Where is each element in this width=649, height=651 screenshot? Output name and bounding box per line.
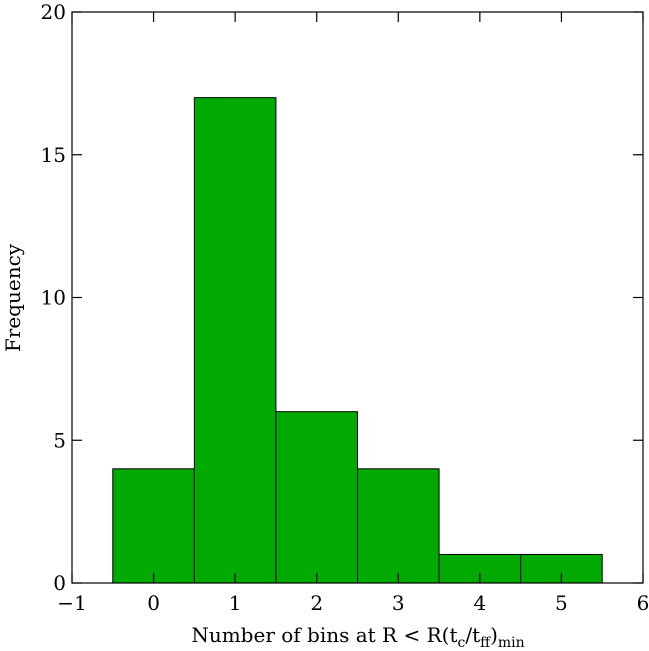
y-tick-label: 20 [41, 0, 66, 24]
x-tick-label: 6 [637, 591, 649, 615]
y-tick-label: 15 [41, 143, 66, 167]
y-tick-label: 10 [41, 286, 66, 310]
x-tick-label: 2 [310, 591, 323, 615]
x-label-part: /t [465, 623, 480, 647]
y-tick-label: 5 [53, 428, 66, 452]
x-label-subscript: min [498, 635, 525, 651]
x-tick-label: 0 [147, 591, 160, 615]
x-tick-label: 3 [392, 591, 405, 615]
bar [193, 97, 277, 584]
bar [357, 468, 440, 584]
x-tick-label: 4 [473, 591, 486, 615]
x-label-part: ) [490, 623, 498, 647]
x-label-part: Number of bins at R < R(t [191, 623, 457, 647]
x-tick-label: −1 [57, 591, 86, 615]
x-label-subscript: ff [480, 635, 491, 651]
y-tick-label: 0 [53, 571, 66, 595]
y-axis-label: Frequency [1, 243, 25, 352]
x-tick-label: 5 [555, 591, 568, 615]
bar [275, 411, 358, 584]
x-label-subscript: c [457, 635, 465, 651]
x-axis-label: Number of bins at R < R(tc/tff)min [191, 623, 524, 651]
bar [112, 468, 195, 584]
x-tick-label: 1 [229, 591, 242, 615]
